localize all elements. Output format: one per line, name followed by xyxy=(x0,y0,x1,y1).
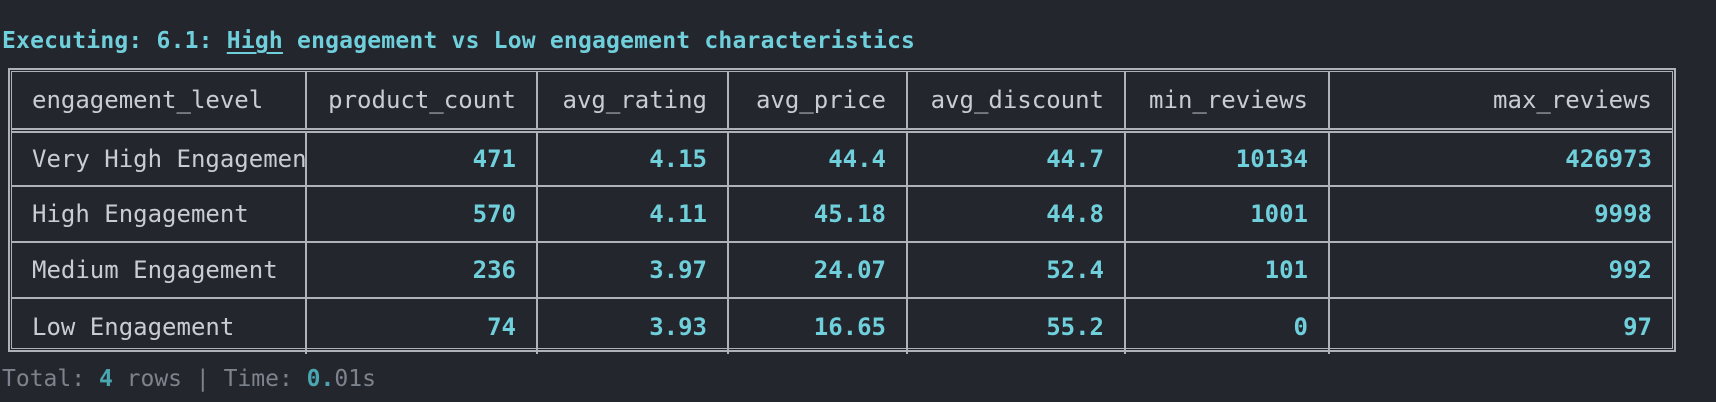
table-cell: 4.15 xyxy=(537,130,729,186)
table-cell: 97 xyxy=(1329,297,1672,354)
table-cell: 426973 xyxy=(1565,144,1652,173)
column-header: min_reviews xyxy=(1125,72,1330,133)
table-cell: Low Engagement xyxy=(12,297,307,354)
table-cell: 44.7 xyxy=(907,130,1126,186)
table-cell: Medium Engagement xyxy=(12,241,307,298)
row-count: 4 xyxy=(98,366,113,392)
table-cell: High Engagement xyxy=(12,185,307,242)
table-cell: 992 xyxy=(1329,241,1672,298)
table-cell: 3.93 xyxy=(537,297,729,354)
table-cell: 471 xyxy=(306,130,538,186)
table-cell: 236 xyxy=(306,241,538,298)
table-cell: 0 xyxy=(1125,297,1330,354)
scrolled-off-output xyxy=(0,0,260,2)
execution-prefix: Executing: 6.1: xyxy=(2,28,227,54)
table-cell: 44.4 xyxy=(728,130,908,186)
column-header: avg_price xyxy=(728,72,908,133)
table-cell: 74 xyxy=(306,297,538,354)
execution-link-word[interactable]: High xyxy=(226,28,283,54)
table-cell: 10134 xyxy=(1125,130,1330,186)
time-unit: 01s xyxy=(334,366,376,392)
table-cell: 570 xyxy=(306,185,538,242)
table-row: Low Engagement 74 3.93 16.65 55.2 0 97 xyxy=(12,297,1672,354)
rows-time-label: rows | Time: xyxy=(112,366,307,392)
table-cell: 16.65 xyxy=(728,297,908,354)
table-row: High Engagement 570 4.11 45.18 44.8 1001… xyxy=(12,185,1672,242)
execution-title: engagement vs Low engagement characteris… xyxy=(282,28,916,54)
query-summary: Total: 4 rows | Time: 0.01s xyxy=(2,366,376,392)
column-header: product_count xyxy=(306,72,538,133)
table-cell: 1001 xyxy=(1125,185,1330,242)
column-header: engagement_level xyxy=(12,72,307,133)
column-header: avg_discount xyxy=(907,72,1126,133)
time-value: 0. xyxy=(306,366,335,392)
table-cell: 101 xyxy=(1125,241,1330,298)
table-cell: 4.11 xyxy=(537,185,729,242)
table-row: Medium Engagement 236 3.97 24.07 52.4 10… xyxy=(12,241,1672,298)
table-cell: 45.18 xyxy=(728,185,908,242)
table-cell: 24.07 xyxy=(728,241,908,298)
table-cell: 55.2 xyxy=(907,297,1126,354)
column-header: max_reviews xyxy=(1329,72,1672,133)
table-cell: 52.4 xyxy=(907,241,1126,298)
table-cell: 3.97 xyxy=(537,241,729,298)
total-label: Total: xyxy=(2,366,99,392)
table-cell: 44.8 xyxy=(907,185,1126,242)
table-row: Very High Engagement 471 4.15 44.4 44.7 … xyxy=(12,130,1672,186)
execution-header: Executing: 6.1: High engagement vs Low e… xyxy=(2,28,915,54)
table-cell: 9998 xyxy=(1329,185,1672,242)
table-cell: Very High Engagement xyxy=(12,130,307,186)
results-table: engagement_level product_count avg_ratin… xyxy=(8,68,1676,354)
column-header: avg_rating xyxy=(537,72,729,133)
table-header-row: engagement_level product_count avg_ratin… xyxy=(12,72,1672,133)
